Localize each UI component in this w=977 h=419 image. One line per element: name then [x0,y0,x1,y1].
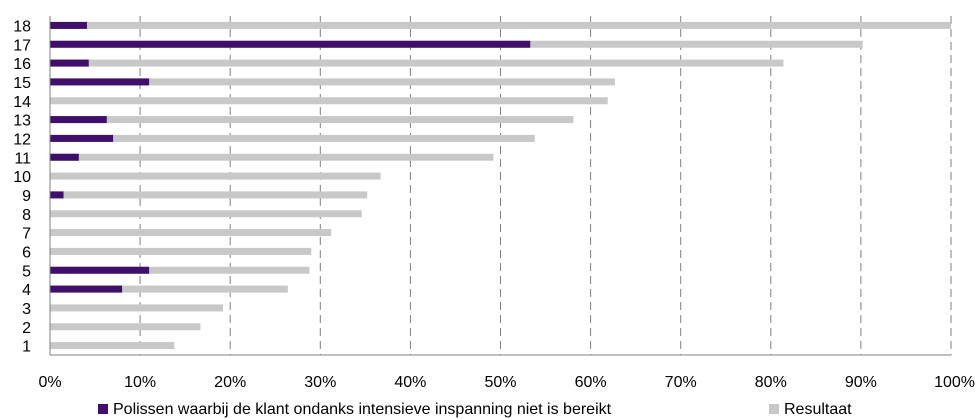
bar-resultaat [50,97,608,105]
x-tick-label: 30% [304,374,336,391]
bar-resultaat [50,229,332,237]
x-tick-label: 10% [124,374,156,391]
bar-resultaat [50,21,951,29]
bar-resultaat [50,78,615,86]
legend-swatch-series-2 [769,404,779,414]
legend-label-series-2: Resultaat [784,401,852,418]
grid-lines [139,16,952,355]
x-tick-label: 40% [394,374,426,391]
bar-niet-bereikt [50,59,89,67]
legend-label-series-1: Polissen waarbij de klant ondanks intens… [113,401,612,418]
bar-resultaat [50,266,310,274]
bar-resultaat [50,323,201,331]
bar-resultaat [50,191,368,199]
y-tick-label: 14 [13,94,31,111]
bar-resultaat [50,342,175,350]
y-tick-label: 17 [13,37,31,54]
y-tick-label: 5 [22,263,31,280]
bar-niet-bereikt [50,266,150,274]
x-tick-label: 60% [575,374,607,391]
x-tick-label: 80% [755,374,787,391]
bar-resultaat [50,59,784,67]
y-tick-label: 13 [13,113,31,130]
y-tick-label: 2 [22,320,31,337]
legend: Polissen waarbij de klant ondanks intens… [98,401,852,418]
y-tick-label: 9 [22,188,31,205]
y-tick-label: 8 [22,207,31,224]
x-tick-labels: 0% 10% 20% 30% 40% 50% 60% 70% 80% 90% 100% [38,374,975,391]
bar-resultaat [50,116,574,124]
bar-niet-bereikt [50,134,114,142]
bar-resultaat [50,285,288,293]
y-tick-label: 3 [22,301,31,318]
y-tick-label: 15 [13,75,31,92]
bar-niet-bereikt [50,21,87,29]
x-tick-label: 50% [484,374,516,391]
x-tick-label: 0% [38,374,61,391]
y-tick-label: 10 [13,169,31,186]
x-tick-label: 100% [934,374,975,391]
axes [49,16,951,356]
bar-niet-bereikt [50,191,64,199]
bar-resultaat [50,172,381,180]
legend-swatch-series-1 [98,404,108,414]
y-tick-label: 16 [13,56,31,73]
bar-resultaat [50,247,312,255]
y-tick-label: 12 [13,131,31,148]
y-tick-label: 1 [22,339,31,356]
y-tick-label: 7 [22,226,31,243]
bar-resultaat [50,153,494,161]
bar-resultaat [50,210,362,218]
bar-niet-bereikt [50,78,150,86]
bar-niet-bereikt [50,116,107,124]
x-tick-label: 70% [665,374,697,391]
y-tick-label: 4 [22,282,31,299]
bar-resultaat [50,134,535,142]
bars [50,21,951,350]
bar-niet-bereikt [50,285,123,293]
y-tick-label: 18 [13,18,31,35]
bar-resultaat [50,304,223,312]
bar-niet-bereikt [50,153,79,161]
x-tick-label: 20% [214,374,246,391]
x-tick-label: 90% [845,374,877,391]
bar-niet-bereikt [50,40,531,48]
y-tick-label: 6 [22,244,31,261]
y-tick-label: 11 [14,150,31,167]
